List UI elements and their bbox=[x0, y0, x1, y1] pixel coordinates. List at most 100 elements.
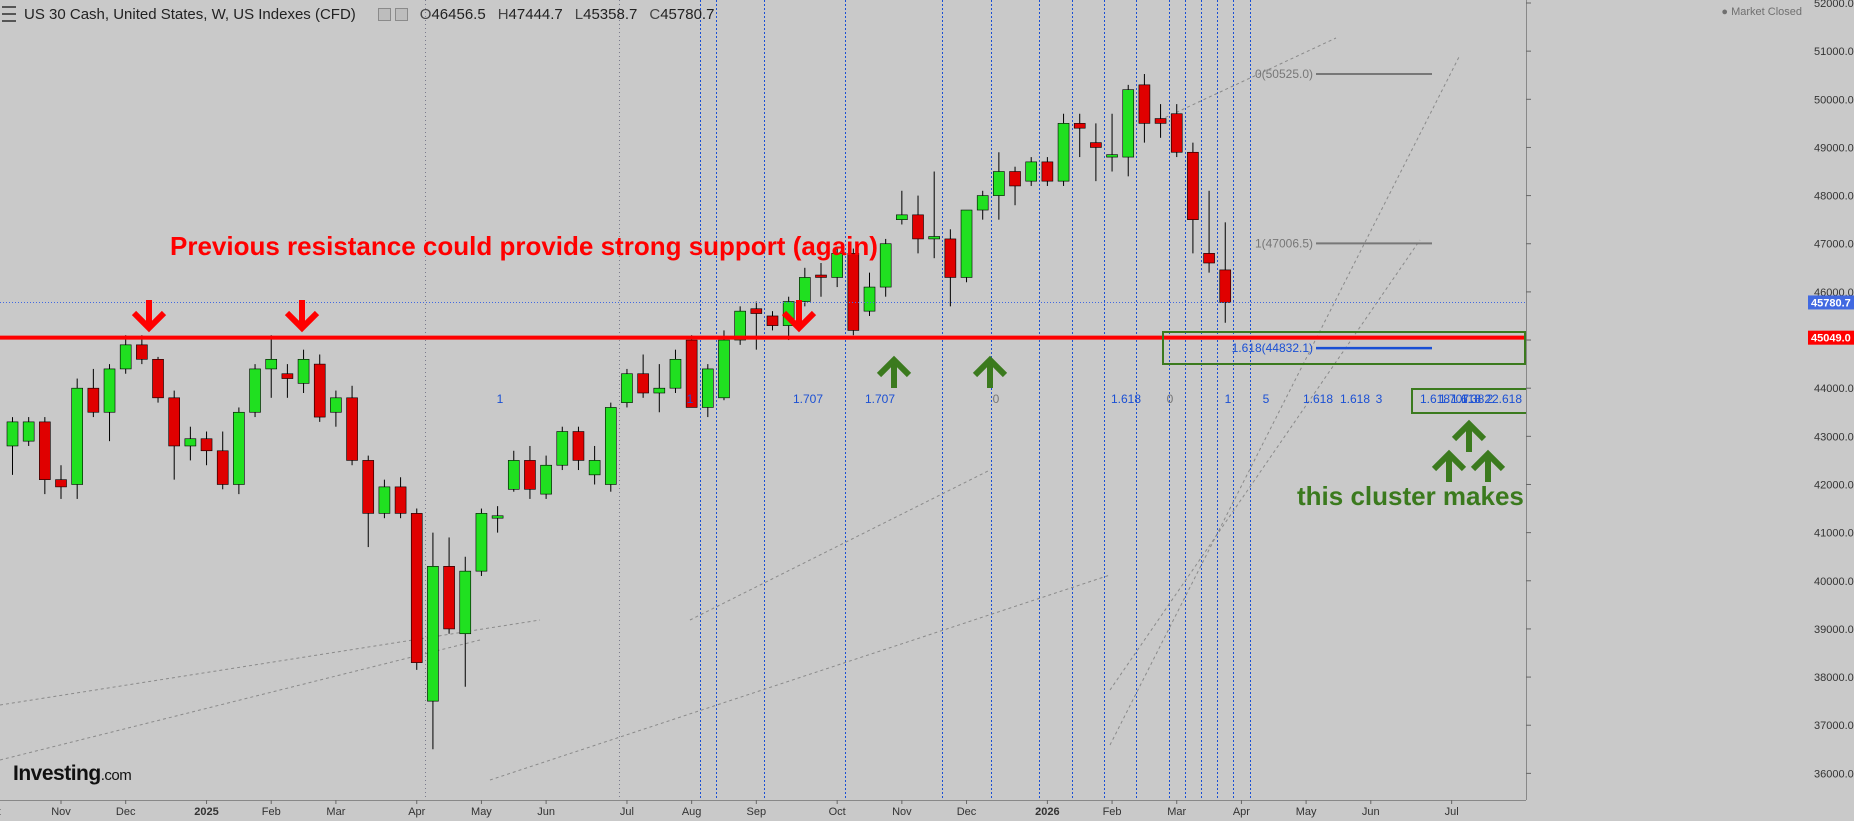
market-status: ● Market Closed bbox=[1721, 6, 1802, 18]
close-icon[interactable] bbox=[394, 7, 408, 21]
x-tick-label: Jul bbox=[1445, 806, 1459, 818]
fib-level-label: 1(47006.5) bbox=[1255, 236, 1313, 250]
price-axis: 36000.0 37000.0 38000.0 39000.0 40000.0 41000… bbox=[1526, 0, 1854, 821]
fan-line bbox=[489, 574, 1111, 781]
candle-body bbox=[896, 214, 908, 220]
candle-body bbox=[378, 486, 391, 514]
candle bbox=[394, 477, 407, 519]
candle-body bbox=[1203, 253, 1215, 264]
x-tick-label: Sep bbox=[747, 806, 767, 818]
red-arrow-icon bbox=[781, 300, 817, 333]
candle-body bbox=[669, 358, 682, 389]
price-tag-label: 45780.7 bbox=[1811, 297, 1851, 309]
candle bbox=[750, 301, 763, 350]
candle-body bbox=[653, 387, 666, 394]
price-axis-bg bbox=[1526, 0, 1854, 821]
time-fib-label: 1.618 bbox=[1303, 392, 1333, 406]
candle bbox=[1219, 222, 1232, 323]
candle bbox=[702, 364, 714, 418]
candle-body bbox=[249, 368, 261, 413]
candle-body bbox=[346, 397, 358, 461]
candle bbox=[168, 390, 180, 480]
y-tick-label: 40000.0 bbox=[1814, 576, 1854, 588]
candle-body bbox=[71, 387, 83, 485]
candle bbox=[200, 431, 213, 466]
candle-body bbox=[1073, 123, 1086, 129]
x-tick-label: Nov bbox=[892, 806, 912, 818]
candle bbox=[475, 508, 488, 576]
time-fib-label: 1.382 bbox=[1461, 392, 1491, 406]
x-tick-label: May bbox=[1296, 806, 1317, 818]
candle-body bbox=[136, 344, 148, 360]
candle-body bbox=[330, 397, 342, 413]
candle bbox=[1025, 157, 1038, 186]
candle-body bbox=[1106, 154, 1118, 158]
green-arrow-icon bbox=[876, 355, 912, 388]
candle-body bbox=[702, 368, 714, 408]
candle-body bbox=[831, 253, 843, 278]
candle bbox=[281, 364, 294, 398]
y-tick-label: 41000.0 bbox=[1814, 528, 1854, 540]
candle-body bbox=[993, 171, 1005, 196]
x-tick-label: Jul bbox=[620, 806, 634, 818]
fan-line bbox=[0, 639, 481, 761]
ohlc-high: H47444.7 bbox=[497, 5, 563, 23]
candle-body bbox=[410, 513, 423, 663]
x-tick-label: Feb bbox=[262, 806, 281, 818]
time-fib-label: 1.618 bbox=[1420, 392, 1450, 406]
candle bbox=[265, 335, 278, 398]
candle-body bbox=[1041, 161, 1054, 182]
fan-line bbox=[1159, 37, 1337, 121]
candle-body bbox=[976, 195, 989, 211]
candle-body bbox=[734, 310, 746, 341]
time-fib-label: 2.618 bbox=[1492, 392, 1522, 406]
candle-body bbox=[233, 411, 245, 485]
investing-logo: Investing.com bbox=[13, 762, 132, 785]
y-tick-label: 50000.0 bbox=[1814, 94, 1854, 106]
menu-icon[interactable] bbox=[2, 6, 16, 22]
candle-body bbox=[604, 407, 617, 485]
candle bbox=[491, 506, 504, 533]
candle bbox=[362, 455, 375, 548]
candle-body bbox=[394, 486, 407, 514]
candle bbox=[1154, 104, 1167, 138]
candle-body bbox=[507, 460, 520, 490]
candle-body bbox=[637, 373, 649, 394]
fan-line bbox=[0, 619, 541, 706]
settings-icon[interactable] bbox=[377, 7, 391, 21]
candle-body bbox=[22, 421, 35, 442]
candle bbox=[216, 431, 229, 490]
x-tick-label: May bbox=[471, 806, 492, 818]
candle-body bbox=[103, 368, 116, 413]
candle-body bbox=[297, 358, 310, 384]
ohlc-open: O46456.5 bbox=[419, 5, 486, 23]
candle-body bbox=[1219, 269, 1232, 303]
candle bbox=[993, 152, 1005, 220]
candle-body bbox=[863, 286, 876, 312]
x-tick-label: Feb bbox=[1103, 806, 1122, 818]
candle bbox=[1138, 74, 1151, 143]
candle bbox=[1122, 84, 1135, 177]
price-tag bbox=[1808, 295, 1854, 310]
y-tick-label: 47000.0 bbox=[1814, 239, 1854, 251]
candle-body bbox=[1187, 151, 1199, 220]
candle bbox=[669, 349, 682, 393]
candle bbox=[540, 455, 552, 499]
x-tick-label: Dec bbox=[957, 806, 977, 818]
candle-body bbox=[799, 277, 811, 302]
candle bbox=[604, 402, 617, 492]
candle bbox=[1203, 190, 1215, 273]
candle-body bbox=[718, 339, 730, 399]
candle bbox=[928, 171, 940, 259]
fan-line bbox=[1109, 239, 1421, 691]
time-fib-label: 1.618 bbox=[1111, 392, 1141, 406]
x-tick-label: Dec bbox=[116, 806, 136, 818]
candle-body bbox=[960, 209, 973, 278]
candle-body bbox=[879, 243, 892, 288]
time-fib-label: 0 bbox=[1167, 392, 1174, 406]
candle-body bbox=[685, 339, 698, 408]
red-arrow-icon bbox=[284, 300, 320, 333]
candle bbox=[912, 195, 924, 254]
time-fib-label: 1.707 bbox=[1439, 392, 1469, 406]
